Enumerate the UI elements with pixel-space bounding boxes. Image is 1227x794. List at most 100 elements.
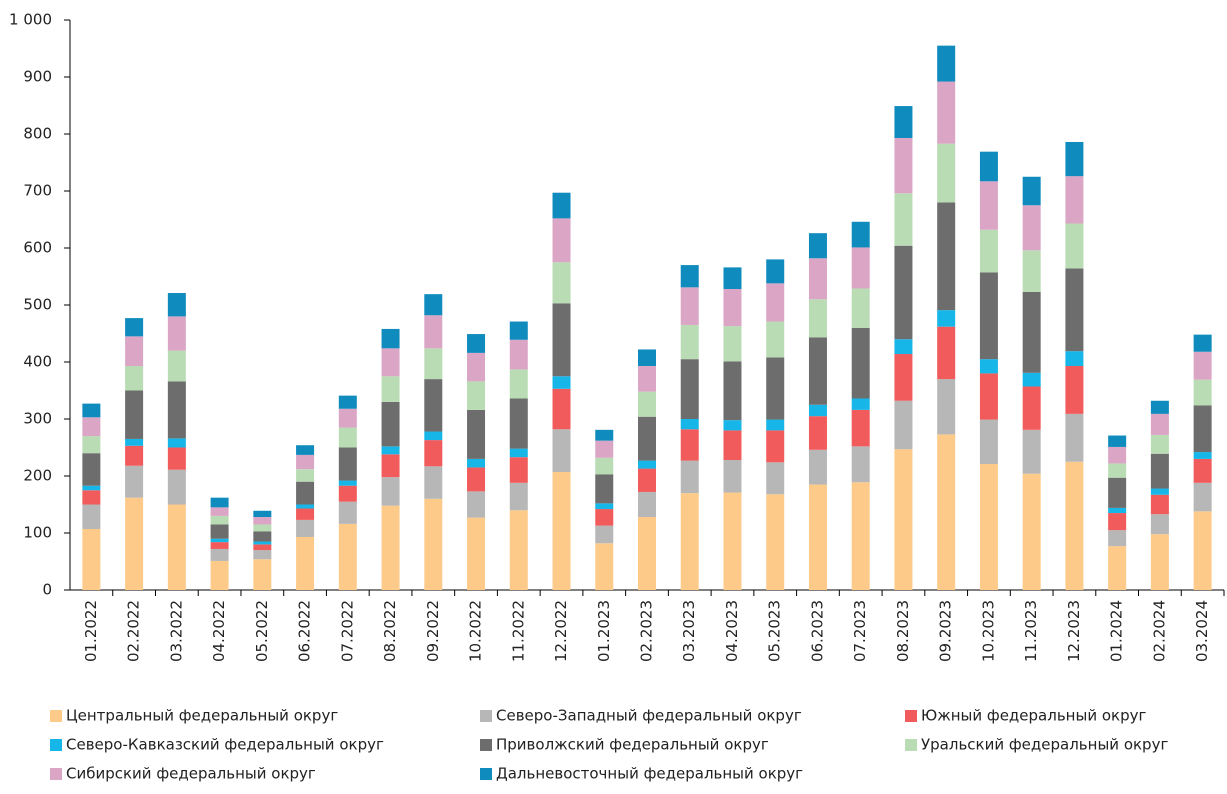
legend-label: Сибирский федеральный округ: [66, 765, 316, 783]
bar-segment: [937, 45, 956, 82]
bar-segment: [467, 458, 486, 468]
bar-segment: [894, 354, 913, 401]
bar-segment: [808, 484, 827, 590]
bar-segment: [1022, 291, 1041, 373]
bar-segment: [851, 409, 870, 447]
bar-segment: [125, 497, 144, 590]
bar-segment: [338, 427, 357, 448]
x-tick-label: 02.2024: [1150, 600, 1168, 662]
bar-segment: [937, 379, 956, 435]
bar-segment: [851, 221, 870, 248]
bar-segment: [82, 504, 101, 530]
bar-segment: [509, 510, 528, 590]
bar-segment: [638, 491, 656, 518]
bar-segment: [210, 497, 229, 508]
bar-segment: [210, 548, 229, 561]
bar-segment: [253, 544, 272, 551]
bar-segment: [125, 318, 144, 337]
bar-segment: [680, 419, 699, 430]
bar-segment: [1193, 405, 1212, 453]
bar-segment: [1108, 546, 1127, 590]
legend-label: Уральский федеральный округ: [921, 736, 1168, 754]
bar-segment: [296, 469, 315, 482]
bar-segment: [766, 259, 785, 284]
bar-segment: [296, 445, 315, 455]
bar-segment: [808, 337, 827, 405]
x-tick-label: 08.2022: [381, 600, 399, 662]
bar-segment: [894, 137, 913, 194]
bar-segment: [766, 430, 785, 463]
bar-segment: [638, 416, 656, 461]
bar-segment: [210, 538, 229, 543]
bar-segment: [125, 465, 144, 498]
bar-segment: [979, 272, 998, 360]
bar-segment: [979, 373, 998, 420]
y-tick-label: 500: [23, 296, 52, 314]
bar-segment: [1150, 534, 1169, 590]
bar-segment: [125, 336, 144, 366]
x-tick-label: 12.2023: [1065, 600, 1083, 662]
bar-segment: [723, 267, 742, 290]
x-tick-label: 02.2022: [125, 600, 143, 662]
x-tick-label: 07.2023: [851, 600, 869, 662]
bar-segment: [1065, 223, 1084, 269]
legend-label: Центральный федеральный округ: [66, 707, 338, 725]
bar-segment: [210, 515, 229, 525]
bar-segment: [723, 361, 742, 421]
bar-segment: [82, 403, 101, 418]
bar-segment: [766, 357, 785, 420]
bar-segment: [766, 321, 785, 358]
legend-swatch: [480, 739, 492, 751]
bar-segment: [894, 245, 913, 340]
bar-segment: [552, 218, 571, 263]
legend-label: Северо-Кавказский федеральный округ: [66, 736, 384, 754]
x-tick-label: 11.2023: [1022, 600, 1040, 662]
bar-segment: [1150, 413, 1169, 435]
bar-segment: [937, 434, 956, 590]
x-tick-label: 10.2023: [979, 600, 997, 662]
bar-segment: [210, 507, 229, 516]
bar-segment: [595, 457, 614, 475]
y-tick-label: 700: [23, 182, 52, 200]
x-tick-label: 09.2023: [937, 600, 955, 662]
y-tick-label: 200: [23, 467, 52, 485]
legend-swatch: [905, 739, 917, 751]
x-tick-label: 05.2022: [253, 600, 271, 662]
bar-segment: [253, 524, 272, 532]
bar-segment: [167, 350, 186, 382]
bar-segment: [381, 328, 400, 349]
bar-segment: [680, 429, 699, 461]
bar-segment: [381, 505, 400, 590]
legend-swatch: [480, 768, 492, 780]
bar-segment: [851, 247, 870, 289]
bar-segment: [125, 445, 144, 466]
y-tick-label: 100: [23, 524, 52, 542]
bar-segment: [1022, 386, 1041, 430]
bar-segment: [1065, 413, 1084, 462]
bar-segment: [210, 542, 229, 549]
bar-segment: [1022, 372, 1041, 387]
bar-segment: [937, 143, 956, 203]
bar-segment: [167, 447, 186, 470]
bar-segment: [381, 454, 400, 478]
bar-segment: [424, 498, 443, 590]
bar-segment: [167, 316, 186, 351]
bar-segment: [552, 472, 571, 590]
bar-segment: [296, 481, 315, 505]
x-tick-label: 05.2023: [766, 600, 784, 662]
x-tick-label: 02.2023: [638, 600, 656, 662]
x-tick-label: 01.2023: [595, 600, 613, 662]
bar-segment: [680, 287, 699, 325]
legend-swatch: [50, 739, 62, 751]
x-tick-label: 06.2022: [296, 600, 314, 662]
bar-segment: [595, 440, 614, 458]
bar-segment: [1150, 400, 1169, 414]
bar-segment: [979, 419, 998, 465]
bar-segment: [1150, 434, 1169, 454]
bar-segment: [125, 365, 144, 391]
legend-swatch: [905, 710, 917, 722]
bar-segment: [1193, 511, 1212, 590]
bar-segment: [467, 381, 486, 410]
bar-segment: [509, 457, 528, 483]
bar-segment: [851, 446, 870, 483]
